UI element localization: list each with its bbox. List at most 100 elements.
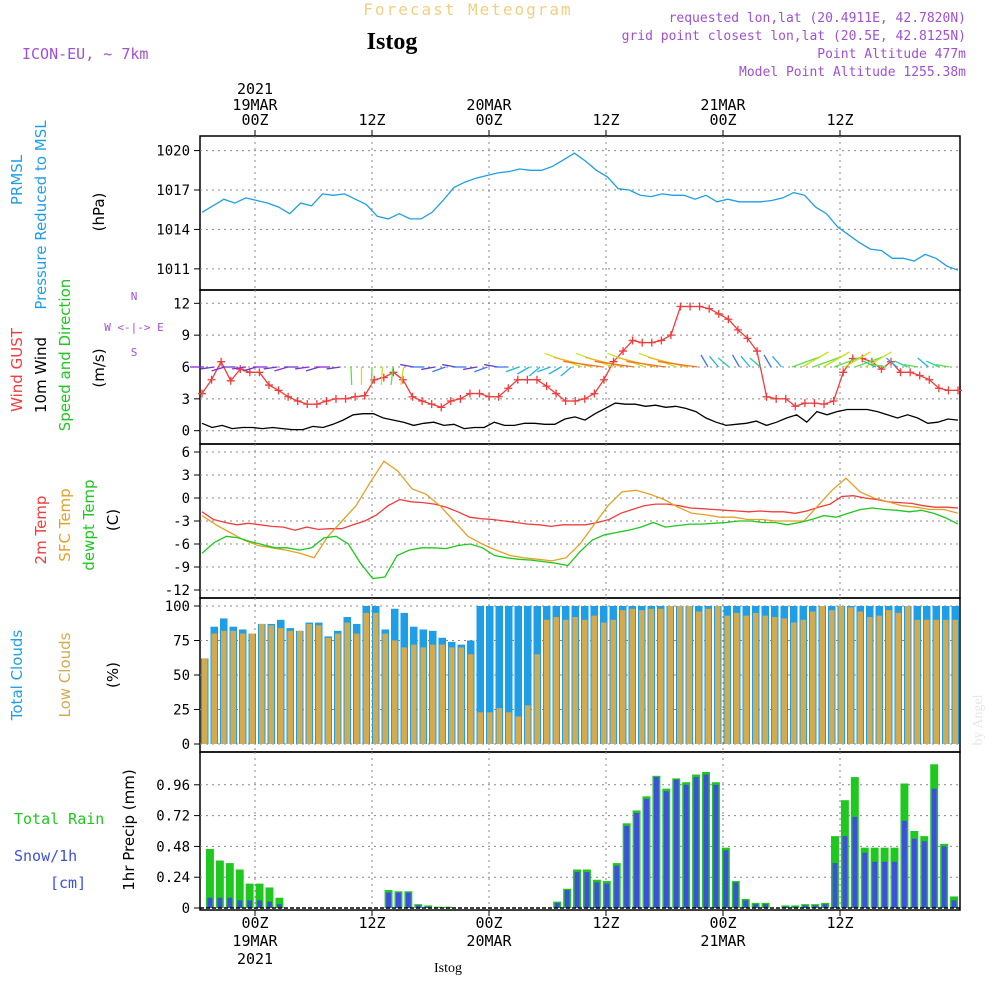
wind-arrow [844, 351, 871, 368]
top-x-tick-label: 12Z [826, 111, 853, 129]
y-tick-label: 0 [182, 424, 190, 440]
low-cloud-bar [639, 610, 645, 744]
axis-title-pressure: Pressure Reduced to MSL [32, 120, 50, 310]
low-cloud-bar [515, 716, 521, 744]
gust-marker [341, 394, 350, 403]
low-cloud-bar [458, 647, 464, 744]
snow-bar [911, 838, 917, 908]
snow-bar [872, 861, 878, 908]
low-cloud-bar [477, 712, 483, 744]
low-cloud-bar [686, 606, 692, 744]
wind-arrow [863, 360, 877, 368]
total-cloud-bar [486, 606, 494, 744]
snow-bar [951, 900, 957, 908]
axis-title-10m-wind: 10m Wind [32, 337, 50, 413]
rain-bar [215, 860, 224, 908]
gust-marker [389, 368, 398, 377]
gust-marker [284, 392, 293, 401]
wind-arrow [740, 355, 751, 368]
bottom-x-tick-label: 12Z [826, 914, 853, 932]
snow-bar [267, 901, 272, 908]
gust-marker [264, 381, 273, 390]
low-cloud-bar [221, 630, 227, 744]
low-cloud-bar [240, 633, 246, 744]
rain-bar [235, 869, 244, 908]
low-cloud-bar [487, 712, 493, 744]
low-cloud-bar [800, 619, 806, 744]
model-altitude: Model Point Altitude 1255.38m [739, 65, 966, 80]
gust-marker [274, 386, 283, 395]
low-cloud-bar [553, 617, 559, 744]
snow-bar [624, 825, 630, 908]
axis-title-unit-ms: (m/s) [90, 348, 108, 387]
axis-title-unit-hpa: (hPa) [90, 193, 108, 232]
gust-marker [791, 402, 800, 411]
y-tick-label: 1014 [156, 222, 190, 238]
gust-marker [418, 396, 427, 405]
top-date-label: 21MAR [700, 96, 746, 114]
snow-bar [733, 882, 739, 908]
gust-marker [217, 357, 226, 366]
low-cloud-bar [249, 633, 255, 744]
axis-title-dewpt-temp: dewpt Temp [80, 479, 98, 570]
bottom-x-tick-label: 00Z [241, 914, 268, 932]
snow-bar [693, 777, 699, 908]
rain-bar [275, 897, 284, 908]
bottom-x-tick-label: 00Z [709, 914, 736, 932]
gust-marker [619, 347, 628, 356]
top-date-label: 20MAR [466, 96, 512, 114]
gust-marker [657, 336, 666, 345]
low-cloud-bar [943, 619, 949, 744]
low-cloud-bar [268, 625, 274, 744]
wind-arrow [263, 366, 278, 370]
snow-bar [584, 872, 590, 908]
axis-title-sfc-temp: SFC Temp [56, 488, 74, 561]
snow-bar [247, 900, 253, 908]
y-tick-label: 6 [182, 360, 190, 376]
snow-bar [574, 872, 580, 908]
panel-frame-0 [199, 135, 961, 291]
snow-bar [822, 904, 828, 908]
y-tick-label: 0.72 [156, 809, 190, 825]
snow-bar [673, 779, 679, 908]
wind-arrow [380, 366, 384, 386]
axis-title-2m-temp: 2m Temp [32, 496, 50, 565]
snow-bar [564, 890, 570, 908]
snow-bar [217, 897, 223, 908]
total-cloud-bar [505, 606, 513, 744]
gust-marker [686, 302, 695, 311]
low-cloud-bar [886, 610, 892, 744]
wind-arrow [390, 366, 394, 385]
y-tick-label: -3 [173, 514, 190, 530]
y-tick-label: 75 [173, 634, 190, 650]
wind-arrow [400, 366, 405, 385]
gust-marker [504, 384, 513, 393]
low-cloud-bar [563, 619, 569, 744]
low-cloud-bar [278, 628, 284, 744]
low-cloud-bar [420, 647, 426, 744]
low-cloud-bar [382, 633, 388, 744]
low-cloud-bar [373, 612, 379, 744]
y-tick-label: 1011 [156, 262, 190, 278]
top-x-tick-label: 00Z [475, 111, 502, 129]
wind-arrow [812, 356, 842, 368]
gust-marker [896, 368, 905, 377]
snow-bar [743, 900, 749, 908]
gust-marker [571, 396, 580, 405]
axis-title-speed-direction: Speed and Direction [56, 279, 74, 432]
gust-marker [513, 375, 522, 384]
snow-bar [931, 788, 937, 908]
gust-marker [207, 375, 216, 384]
low-cloud-bar [677, 606, 683, 744]
y-tick-label: -9 [173, 560, 190, 576]
low-cloud-bar [753, 612, 759, 744]
snow-bar [901, 820, 907, 908]
gust-marker [705, 304, 714, 313]
wind-arrow [517, 366, 530, 375]
gust-marker [255, 368, 264, 377]
footer-station: Istog [434, 961, 462, 976]
snow-bar [604, 883, 610, 908]
gust-line [201, 305, 958, 409]
wind-arrow [802, 351, 829, 368]
wind-arrow [432, 366, 446, 373]
